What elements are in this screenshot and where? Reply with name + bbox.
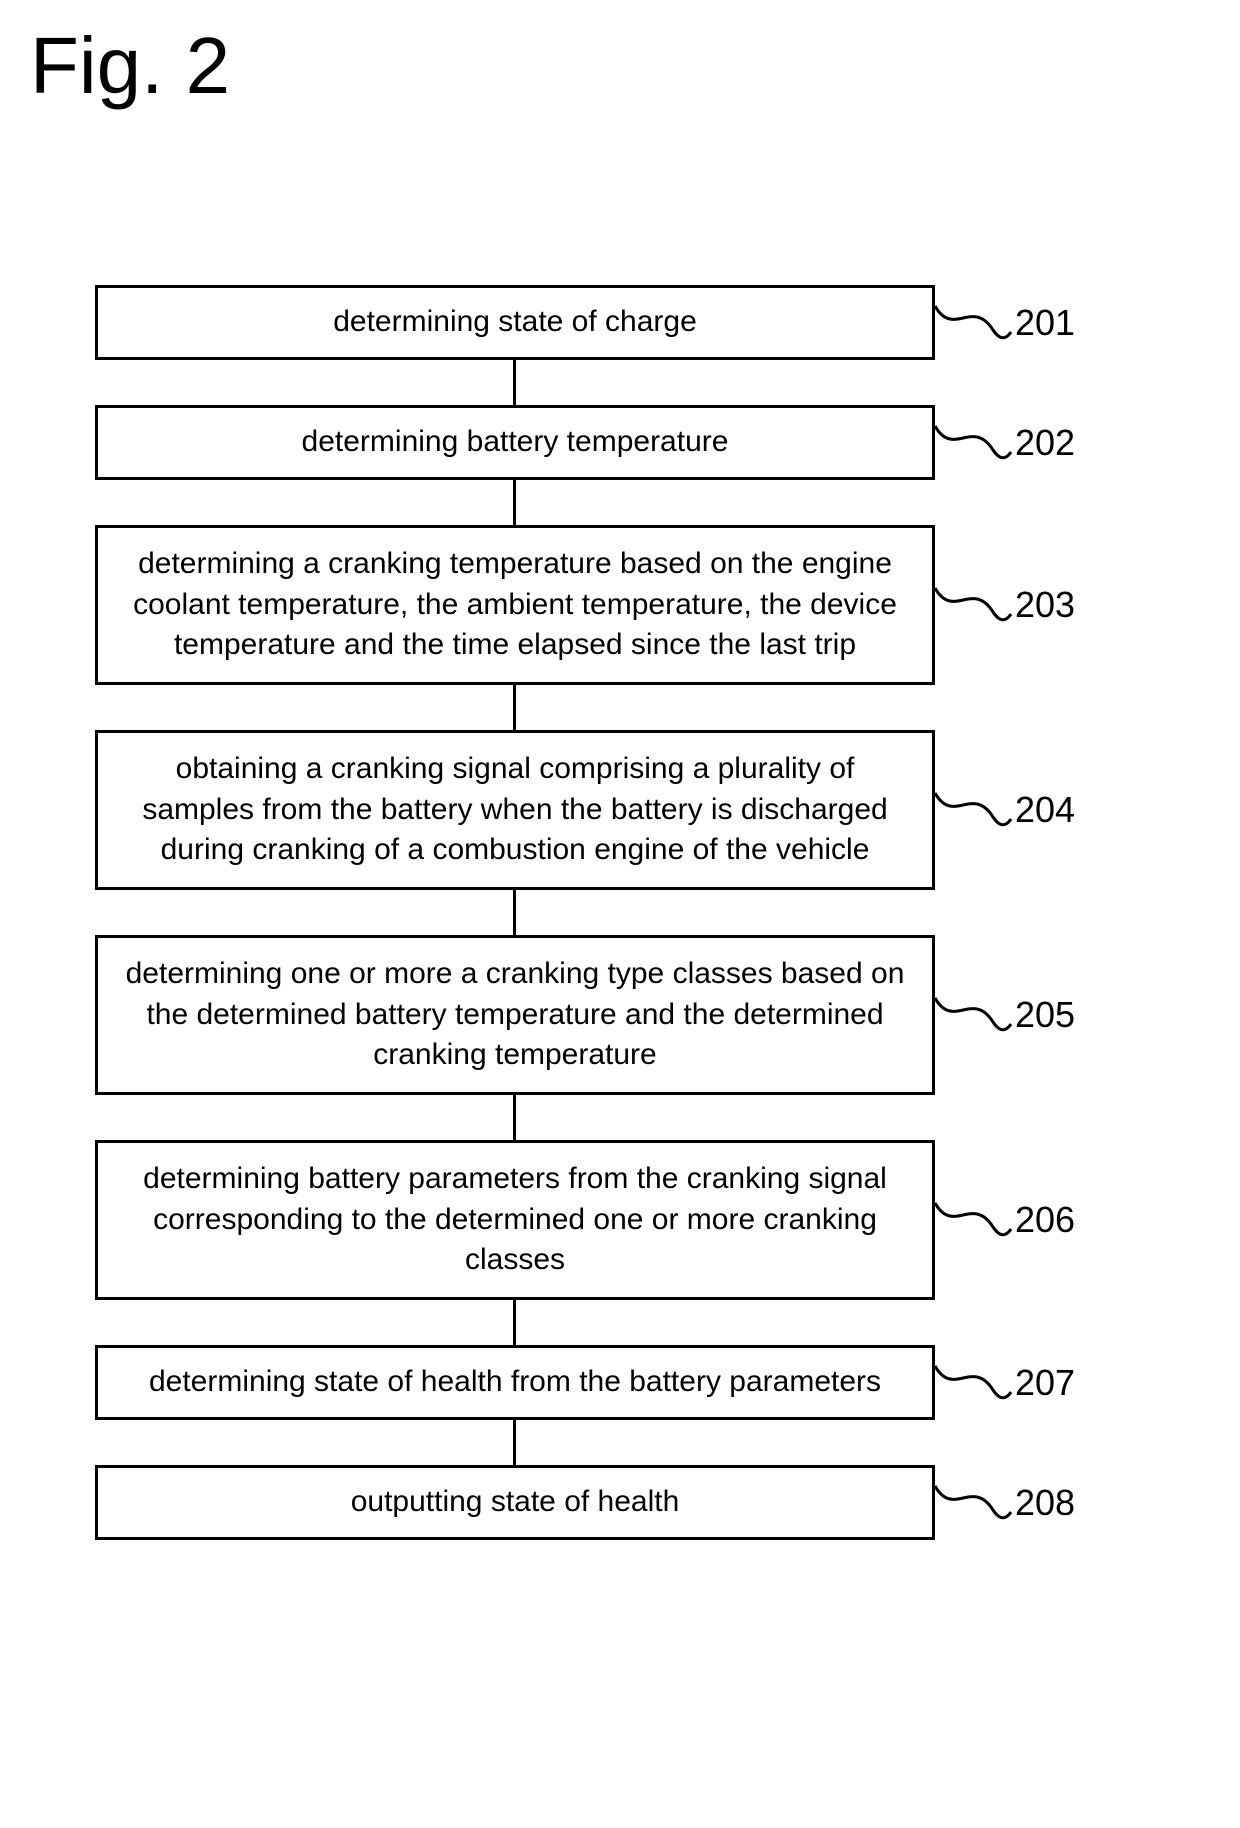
flow-arrow — [513, 890, 516, 935]
ref-connector — [933, 405, 1013, 480]
flow-step-box: determining state of charge — [95, 285, 935, 360]
flow-step: determining battery parameters from the … — [95, 1140, 1105, 1300]
flow-step-box: determining battery temperature — [95, 405, 935, 480]
ref-connector — [933, 1465, 1013, 1540]
flow-step-ref: 207 — [1015, 1362, 1075, 1404]
ref-connector — [933, 525, 1013, 685]
flow-step: determining state of charge 201 — [95, 285, 1105, 360]
ref-connector — [933, 730, 1013, 890]
figure-title: Fig. 2 — [30, 20, 230, 112]
flow-step-box: determining battery parameters from the … — [95, 1140, 935, 1300]
flow-step-box: obtaining a cranking signal comprising a… — [95, 730, 935, 890]
flow-step-ref: 204 — [1015, 789, 1075, 831]
ref-connector — [933, 285, 1013, 360]
flow-arrow — [513, 1095, 516, 1140]
ref-connector — [933, 935, 1013, 1095]
flow-step: determining state of health from the bat… — [95, 1345, 1105, 1420]
flow-step-box: outputting state of health — [95, 1465, 935, 1540]
flow-step: outputting state of health 208 — [95, 1465, 1105, 1540]
flow-step: determining battery temperature 202 — [95, 405, 1105, 480]
flow-step: obtaining a cranking signal comprising a… — [95, 730, 1105, 890]
ref-connector — [933, 1345, 1013, 1420]
flow-step-ref: 208 — [1015, 1482, 1075, 1524]
flow-step-box: determining state of health from the bat… — [95, 1345, 935, 1420]
flow-step: determining a cranking temperature based… — [95, 525, 1105, 685]
flowchart: determining state of charge201determinin… — [95, 285, 1105, 1540]
flow-step-ref: 203 — [1015, 584, 1075, 626]
flow-arrow — [513, 685, 516, 730]
ref-connector — [933, 1140, 1013, 1300]
flow-step: determining one or more a cranking type … — [95, 935, 1105, 1095]
flow-arrow — [513, 360, 516, 405]
flow-step-ref: 202 — [1015, 422, 1075, 464]
flow-step-ref: 206 — [1015, 1199, 1075, 1241]
flow-arrow — [513, 1300, 516, 1345]
flow-step-box: determining a cranking temperature based… — [95, 525, 935, 685]
flow-arrow — [513, 1420, 516, 1465]
flow-arrow — [513, 480, 516, 525]
flow-step-box: determining one or more a cranking type … — [95, 935, 935, 1095]
flow-step-ref: 205 — [1015, 994, 1075, 1036]
flow-step-ref: 201 — [1015, 302, 1075, 344]
